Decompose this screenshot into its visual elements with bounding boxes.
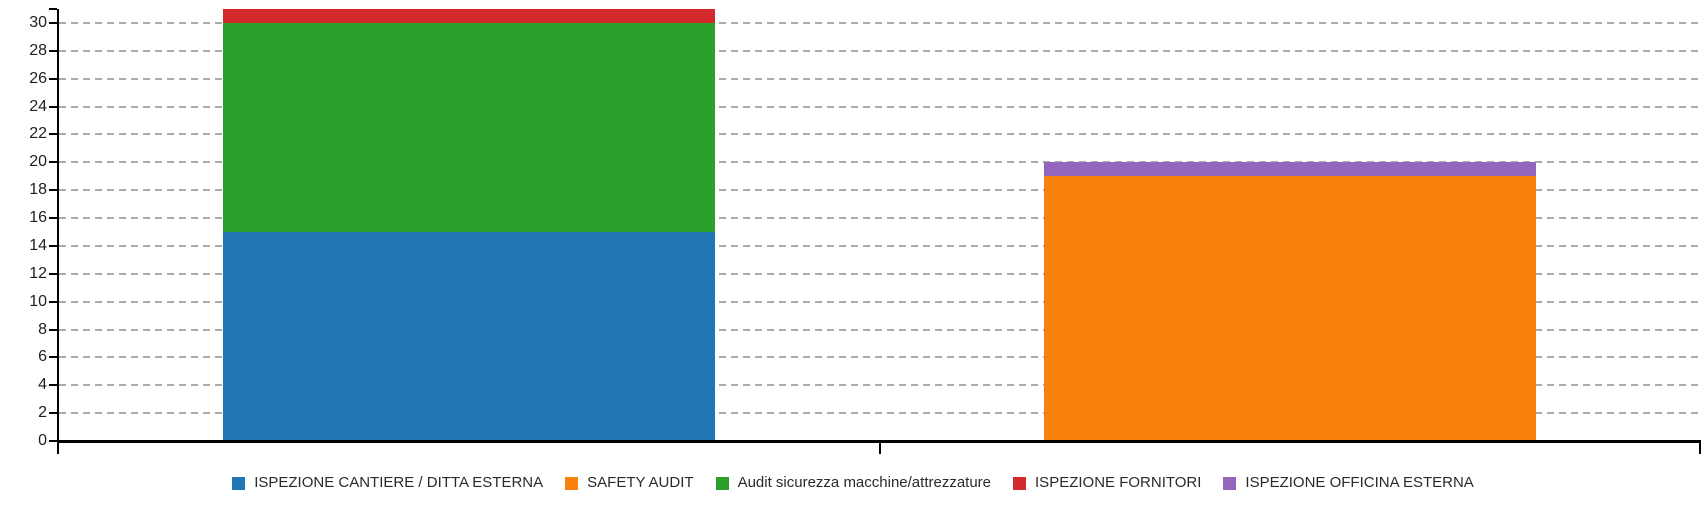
y-gridline [59,105,1700,108]
y-tick-label: 24 [29,97,47,115]
y-axis-tick [49,77,57,80]
y-gridline [59,189,1700,192]
legend-item[interactable]: ISPEZIONE OFFICINA ESTERNA [1223,474,1474,492]
y-gridline [59,217,1700,220]
y-axis-tick [49,384,57,387]
y-axis-tick [49,105,57,108]
bar-segment[interactable] [223,231,716,441]
legend-label: SAFETY AUDIT [587,474,694,491]
y-gridline [59,412,1700,415]
y-tick-label: 6 [38,348,47,366]
y-axis-top-cap [49,8,57,10]
bar-segment[interactable] [1043,176,1536,441]
y-gridline [59,244,1700,247]
y-axis-tick [49,133,57,136]
legend-item[interactable]: Audit sicurezza macchine/attrezzature [715,474,992,492]
x-axis [57,440,1701,443]
y-axis-tick [49,328,57,331]
y-axis-tick [49,189,57,192]
y-axis-tick [49,272,57,275]
y-axis-tick [49,440,57,442]
x-axis-tick [1699,443,1701,454]
y-gridline [59,77,1700,80]
y-tick-label: 22 [29,125,47,143]
x-axis-tick [878,443,881,454]
y-tick-label: 4 [38,376,47,394]
y-tick-label: 26 [29,69,47,87]
y-gridline [59,356,1700,359]
legend-item[interactable]: ISPEZIONE CANTIERE / DITTA ESTERNA [232,474,543,492]
y-axis-tick [49,356,57,359]
y-tick-label: 2 [38,404,47,422]
legend-swatch-icon [1013,476,1027,490]
y-tick-label: 16 [29,209,47,227]
y-tick-label: 0 [38,432,47,449]
y-axis [57,9,59,454]
chart-legend: ISPEZIONE CANTIERE / DITTA ESTERNA SAFETY… [0,474,1706,492]
y-axis-tick [49,49,57,52]
y-tick-label: 8 [38,320,47,338]
legend-swatch-icon [565,476,579,490]
y-gridline [59,300,1700,303]
y-tick-label: 14 [29,236,47,254]
y-gridline [59,161,1700,164]
y-axis-tick [49,21,57,24]
y-tick-label: 18 [29,181,47,199]
y-gridline [59,384,1700,387]
y-axis-tick [49,217,57,220]
y-tick-label: 12 [29,264,47,282]
y-gridline [59,21,1700,24]
y-axis-tick [49,161,57,164]
y-tick-label: 28 [29,41,47,59]
y-axis-tick [49,300,57,303]
y-tick-label: 20 [29,153,47,171]
y-gridline [59,133,1700,136]
y-gridline [59,272,1700,275]
legend-swatch-icon [232,476,246,490]
bar-segment[interactable] [223,9,716,23]
legend-swatch-icon [1223,476,1237,490]
legend-item[interactable]: ISPEZIONE FORNITORI [1013,474,1201,492]
y-gridline [59,49,1700,52]
legend-label: ISPEZIONE FORNITORI [1035,474,1202,491]
y-axis-tick [49,412,57,415]
y-tick-label: 30 [29,13,47,31]
y-tick-label: 10 [29,292,47,310]
legend-label: ISPEZIONE CANTIERE / DITTA ESTERNA [254,474,544,491]
y-axis-tick [49,244,57,247]
legend-item[interactable]: SAFETY AUDIT [565,474,694,492]
y-gridline [59,328,1700,331]
legend-swatch-icon [715,476,729,490]
bar-segment[interactable] [223,22,716,232]
bar-segment[interactable] [1043,162,1536,177]
legend-label: ISPEZIONE OFFICINA ESTERNA [1245,474,1474,491]
legend-label: Audit sicurezza macchine/attrezzature [737,474,992,491]
